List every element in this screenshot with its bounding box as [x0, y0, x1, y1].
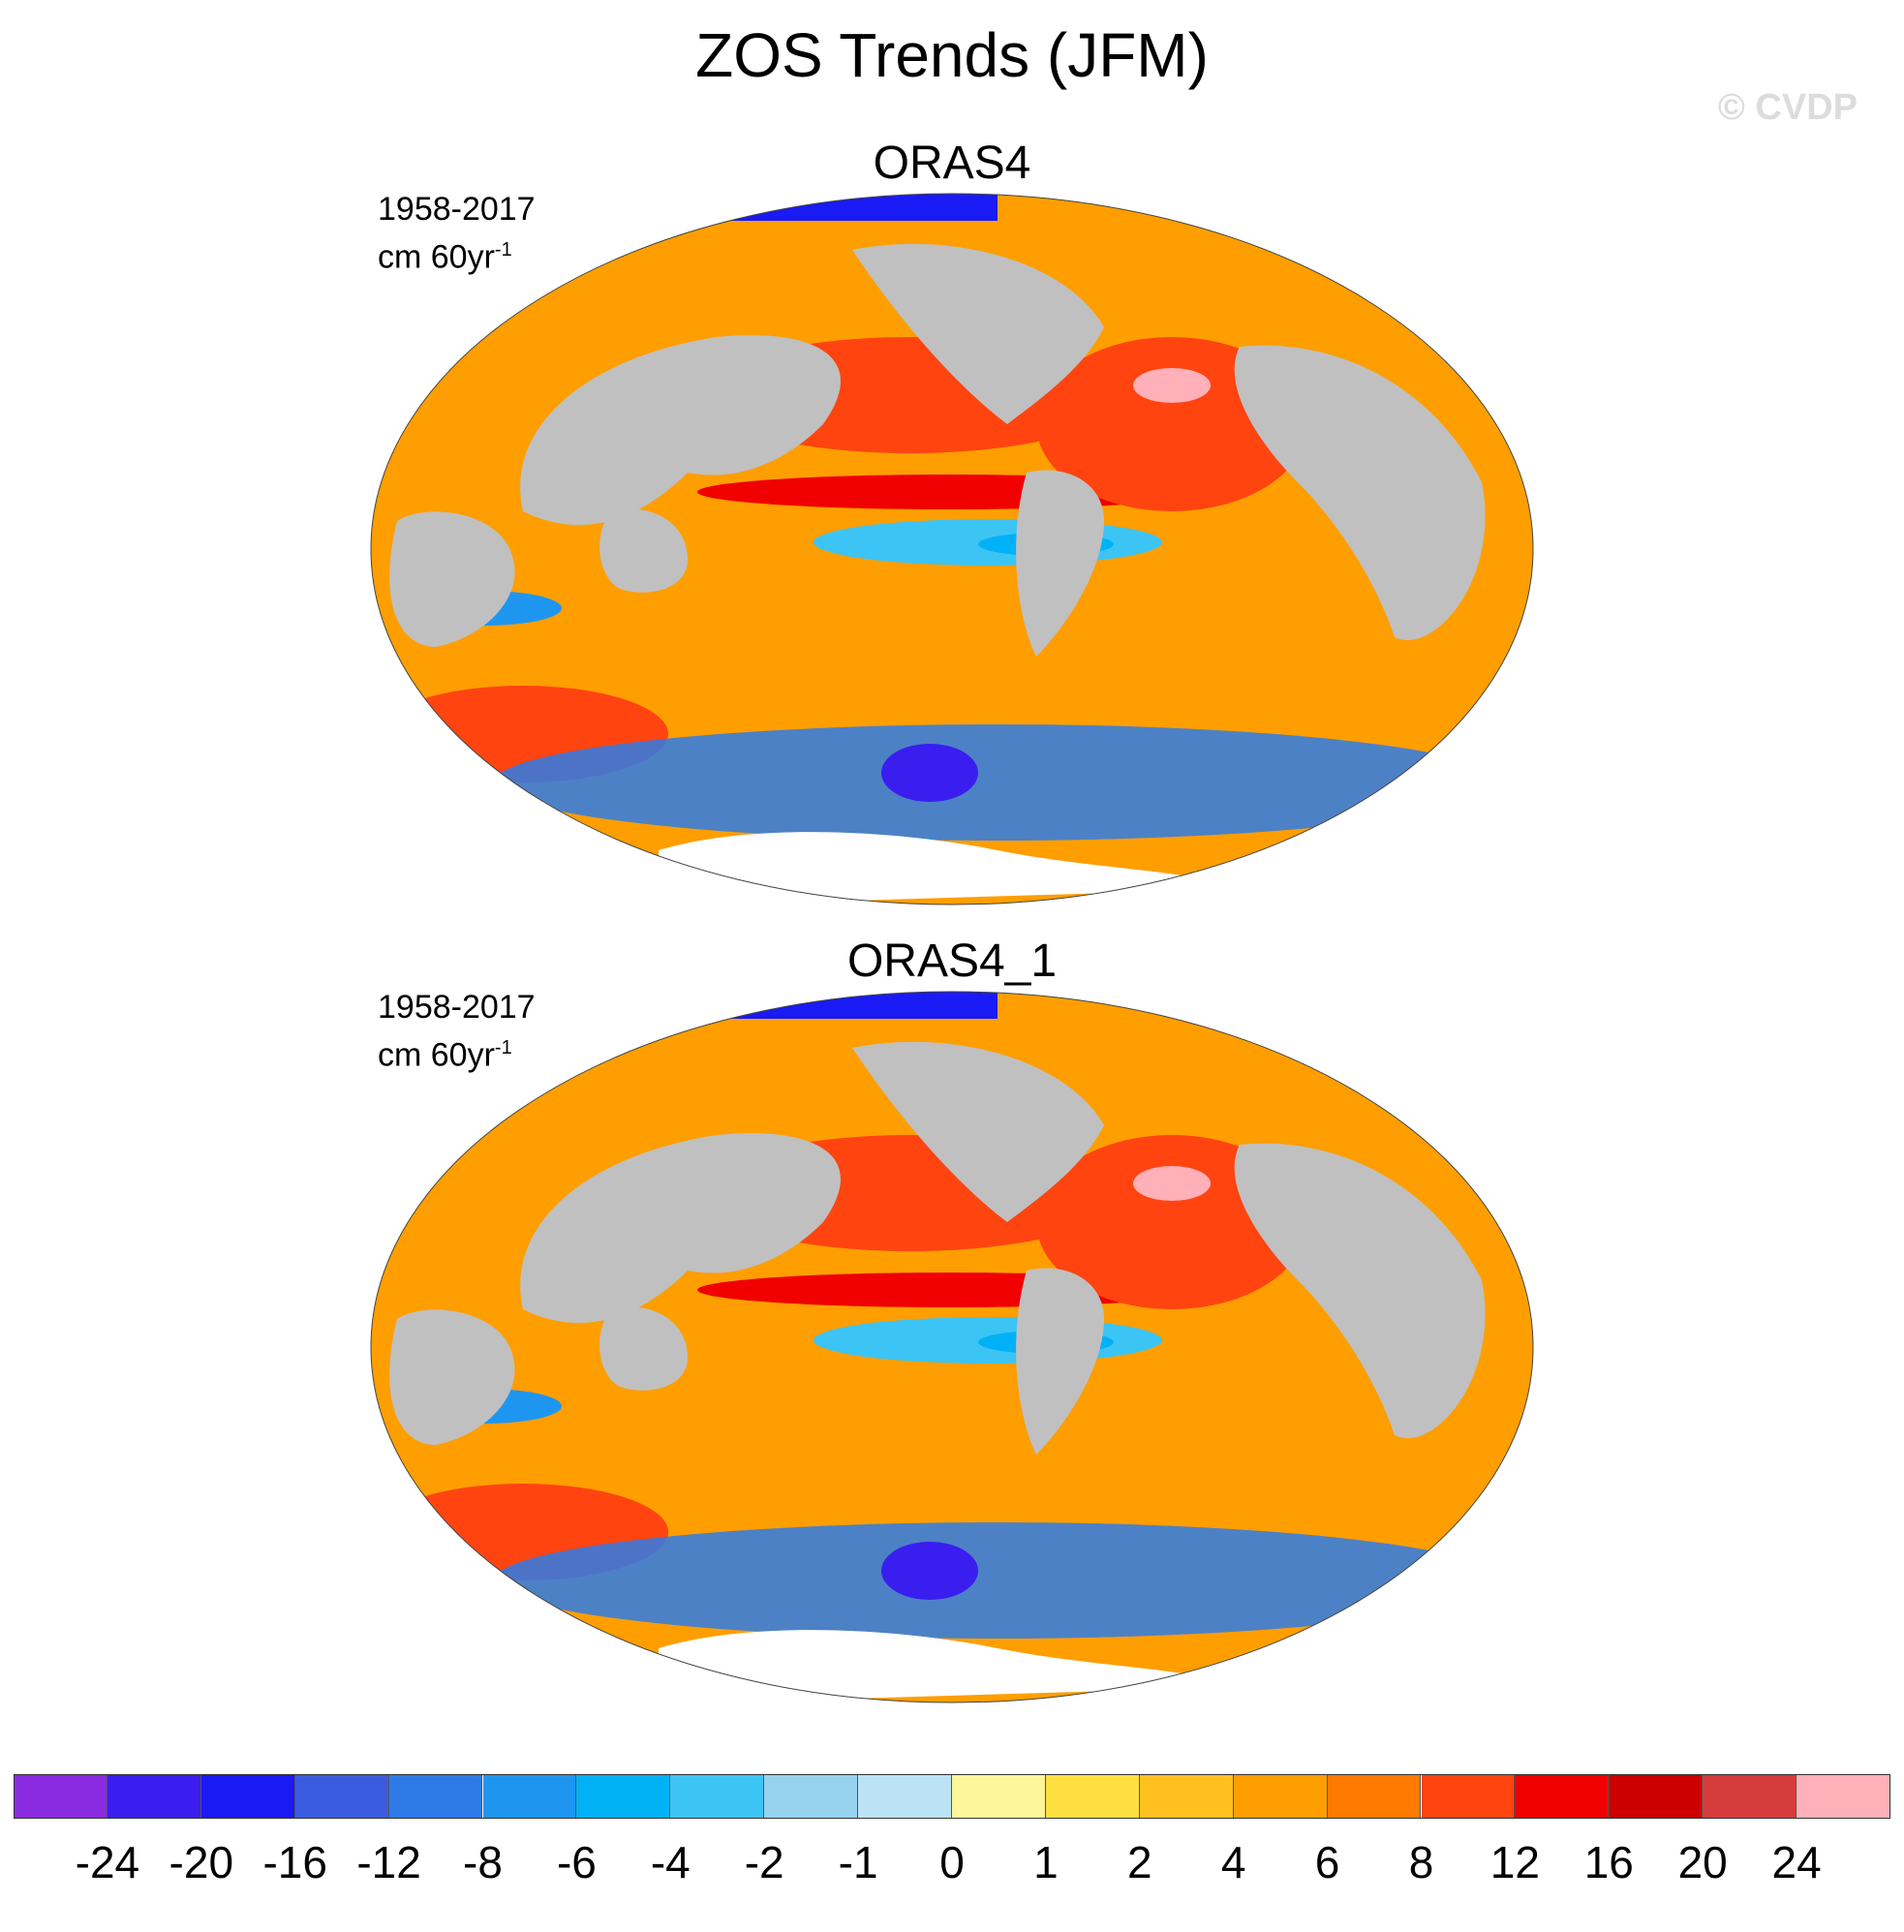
- arctic-cool: [610, 992, 998, 1019]
- colorbar-tick-label: -1: [838, 1837, 878, 1887]
- eurasia-land: [520, 1133, 841, 1324]
- europe-africa-land: [1234, 345, 1486, 641]
- world-map: [370, 193, 1534, 905]
- colorbar-tick-label: -24: [75, 1837, 140, 1887]
- colorbar-swatch: [482, 1774, 577, 1819]
- colorbar-swatch: [576, 1774, 671, 1819]
- colorbar-tick-label: 24: [1771, 1837, 1822, 1887]
- colorbar: [14, 1774, 1890, 1819]
- colorbar-tick-label: 20: [1677, 1837, 1728, 1887]
- gulf-stream-max: [1133, 1166, 1211, 1201]
- colorbar-tick-label: 12: [1489, 1837, 1540, 1887]
- colorbar-tick-label: 6: [1314, 1837, 1340, 1887]
- map-frame: [370, 991, 1534, 1703]
- antarctica-ice: [659, 832, 1240, 905]
- colorbar-swatch: [388, 1774, 483, 1819]
- arctic-cool: [610, 194, 998, 221]
- colorbar-swatch: [200, 1774, 295, 1819]
- colorbar-tick-label: -8: [463, 1837, 503, 1887]
- colorbar-swatch: [764, 1774, 859, 1819]
- colorbar-swatch: [952, 1774, 1046, 1819]
- colorbar-swatch: [1233, 1774, 1328, 1819]
- colorbar-swatch: [1609, 1774, 1704, 1819]
- australia-land: [599, 1306, 688, 1391]
- colorbar-swatch: [1139, 1774, 1234, 1819]
- southern-ocean-cool: [494, 1522, 1501, 1639]
- period-label: 1958-2017: [378, 191, 536, 228]
- figure-title: ZOS Trends (JFM): [695, 20, 1209, 90]
- colorbar-tick-label: 2: [1127, 1837, 1152, 1887]
- colorbar-swatch: [294, 1774, 389, 1819]
- europe-africa-land: [1234, 1143, 1486, 1439]
- southern-ocean-cool: [494, 724, 1501, 841]
- colorbar-tick-label: -6: [556, 1837, 597, 1887]
- gulf-stream-max: [1133, 368, 1211, 403]
- africa-land: [389, 511, 515, 647]
- colorbar-swatch: [1045, 1774, 1140, 1819]
- colorbar-tick-label: 0: [939, 1837, 965, 1887]
- colorbar-tick-label: -20: [169, 1837, 234, 1887]
- units-label: cm 60yr-1: [378, 1036, 512, 1074]
- panel-title: ORAS4: [873, 138, 1031, 189]
- eurasia-land: [520, 335, 841, 526]
- colorbar-swatch: [858, 1774, 952, 1819]
- units-label: cm 60yr-1: [378, 238, 512, 276]
- colorbar-tick-label: -12: [356, 1837, 421, 1887]
- amundsen-sea-cool: [881, 744, 978, 802]
- colorbar-tick-label: 16: [1583, 1837, 1634, 1887]
- africa-land: [389, 1309, 515, 1445]
- colorbar-swatch: [1703, 1774, 1797, 1819]
- map-frame: [370, 193, 1534, 905]
- north-america-land: [852, 1041, 1104, 1222]
- south-america-land: [1016, 1268, 1104, 1455]
- world-map: [370, 991, 1534, 1703]
- colorbar-swatch: [1797, 1774, 1890, 1819]
- panel-note: 1958-2017 cm 60yr-1: [378, 987, 536, 1075]
- colorbar-tick-label: 4: [1220, 1837, 1246, 1887]
- period-label: 1958-2017: [378, 989, 536, 1026]
- colorbar-tick-label: 8: [1408, 1837, 1434, 1887]
- colorbar-swatch: [1515, 1774, 1610, 1819]
- australia-land: [599, 508, 688, 593]
- colorbar-tick-label: -4: [650, 1837, 691, 1887]
- colorbar-tick-label: 1: [1033, 1837, 1059, 1887]
- colorbar-tick-label: -16: [262, 1837, 327, 1887]
- colorbar-swatch: [107, 1774, 201, 1819]
- south-america-land: [1016, 470, 1104, 657]
- antarctica-ice: [659, 1630, 1240, 1702]
- north-america-land: [852, 243, 1104, 424]
- watermark: © CVDP: [1717, 87, 1858, 128]
- amundsen-sea-cool: [881, 1542, 978, 1600]
- colorbar-swatch: [14, 1774, 107, 1819]
- panel-note: 1958-2017 cm 60yr-1: [378, 189, 536, 277]
- colorbar-swatch: [670, 1774, 765, 1819]
- colorbar-tick-label: -2: [744, 1837, 784, 1887]
- panel-title: ORAS4_1: [846, 935, 1058, 987]
- colorbar-swatch: [1327, 1774, 1422, 1819]
- colorbar-swatch: [1421, 1774, 1516, 1819]
